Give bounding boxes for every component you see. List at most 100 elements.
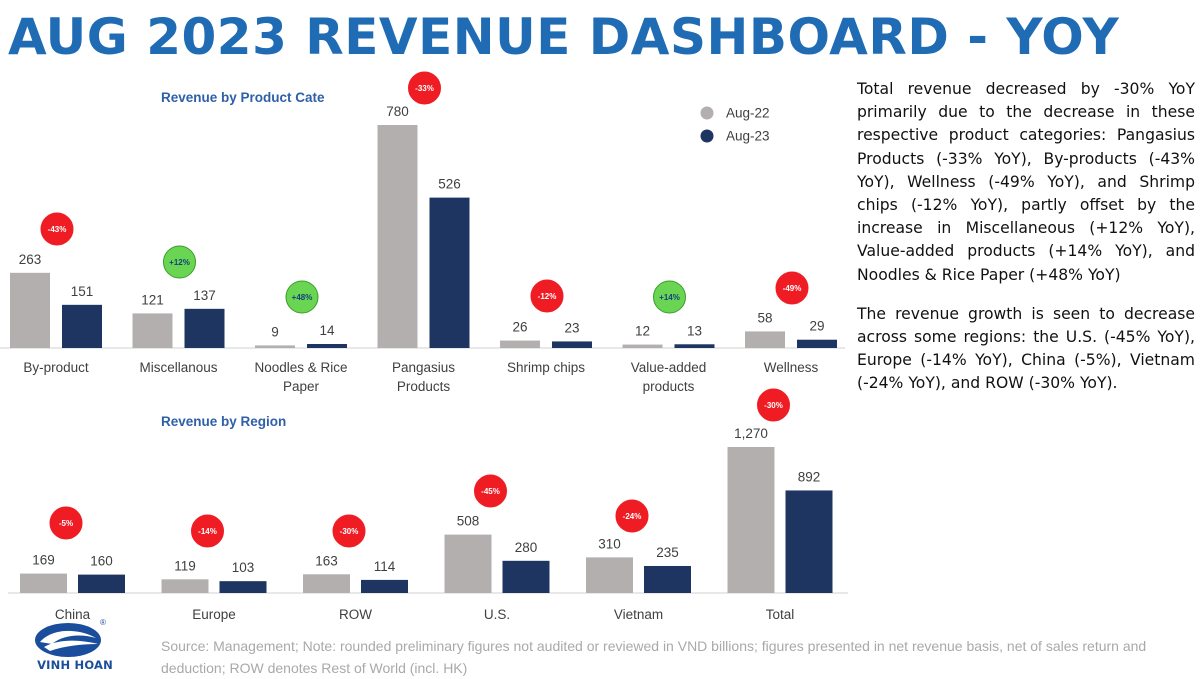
data-label-aug-22-u-s: 508 <box>457 514 480 529</box>
bar-aug-22-row <box>303 574 350 593</box>
bar-aug-23-europe <box>219 581 267 593</box>
bar-aug-23-wellness <box>797 339 837 348</box>
category-label-u-s: U.S. <box>484 607 510 622</box>
legend-label-aug-22: Aug-22 <box>726 106 770 121</box>
growth-badge-by-product <box>40 212 74 246</box>
data-label-aug-23-vietnam: 235 <box>656 545 679 560</box>
bar-aug-22-value-added-products <box>622 344 663 348</box>
category-label-shrimp-chips: Shrimp chips <box>507 360 585 375</box>
data-label-aug-23-by-product: 151 <box>71 284 94 299</box>
bar-aug-22-u-s <box>444 534 492 593</box>
data-label-aug-23-total: 892 <box>798 469 821 484</box>
growth-badge-label-shrimp-chips: -12% <box>538 292 557 301</box>
fish-logo-icon <box>35 623 101 657</box>
growth-badge-value-added-products <box>653 280 686 314</box>
logo-wordmark: VINH HOAN <box>37 658 113 672</box>
category-label-total: Total <box>766 607 795 622</box>
growth-badge-total <box>757 388 790 422</box>
bar-aug-23-vietnam <box>644 565 691 593</box>
bar-aug-23-noodles-rice-paper <box>307 343 347 348</box>
bar-aug-22-miscellanous <box>132 313 173 348</box>
category-label-wellness: Wellness <box>764 360 819 375</box>
bar-aug-23-china <box>78 574 125 593</box>
bar-aug-23-by-product <box>62 304 102 348</box>
bar-aug-22-shrimp-chips <box>500 340 540 348</box>
bar-aug-22-europe <box>161 579 209 593</box>
data-label-aug-23-miscellanous: 137 <box>193 288 216 303</box>
category-label-row: ROW <box>339 607 372 622</box>
data-label-aug-22-row: 163 <box>315 553 338 568</box>
growth-badge-china <box>49 506 83 540</box>
bar-aug-22-wellness <box>745 331 785 348</box>
bar-aug-22-noodles-rice-paper <box>255 345 295 348</box>
growth-badge-label-by-product: -43% <box>48 225 67 234</box>
growth-badge-pangasius-products <box>408 71 441 105</box>
footnote: Source: Management; Note: rounded prelim… <box>161 638 1147 676</box>
bar-aug-22-by-product <box>10 272 50 348</box>
page-title: AUG 2023 REVENUE DASHBOARD - YOY <box>8 8 1120 66</box>
commentary-panel: Total revenue decreased by -30% YoY prim… <box>857 78 1195 412</box>
category-label-noodles-rice-paper: Noodles & Rice Paper <box>254 360 347 394</box>
bar-aug-22-total <box>727 447 775 593</box>
data-label-aug-23-u-s: 280 <box>515 540 538 555</box>
data-label-aug-22-by-product: 263 <box>19 252 42 267</box>
commentary-paragraph-products: Total revenue decreased by -30% YoY prim… <box>857 80 1195 284</box>
growth-badge-vietnam <box>615 499 649 533</box>
bar-aug-23-row <box>361 579 408 593</box>
bar-aug-23-miscellanous <box>184 308 225 348</box>
category-label-by-product: By-product <box>23 360 89 375</box>
data-label-aug-23-pangasius-products: 526 <box>438 177 461 192</box>
legend-label-aug-23: Aug-23 <box>726 129 770 144</box>
growth-badge-europe <box>191 514 224 548</box>
growth-badge-label-vietnam: -24% <box>623 512 642 521</box>
growth-badge-wellness <box>775 271 809 305</box>
data-label-aug-22-vietnam: 310 <box>598 536 621 551</box>
growth-badge-label-miscellanous: +12% <box>169 258 190 267</box>
growth-badge-miscellanous <box>163 245 196 279</box>
growth-badge-label-europe: -14% <box>198 527 217 536</box>
category-label-europe: Europe <box>192 607 236 622</box>
bar-aug-23-u-s <box>502 560 550 593</box>
growth-badge-u-s <box>474 474 507 508</box>
data-label-aug-23-shrimp-chips: 23 <box>564 320 579 335</box>
bar-aug-22-pangasius-products <box>377 125 418 348</box>
growth-badge-label-row: -30% <box>340 527 359 536</box>
bar-aug-22-china <box>20 573 67 593</box>
bar-aug-23-value-added-products <box>674 344 715 348</box>
growth-badge-label-total: -30% <box>764 401 783 410</box>
data-label-aug-23-value-added-products: 13 <box>687 323 702 338</box>
data-label-aug-22-china: 169 <box>32 553 55 568</box>
growth-badge-noodles-rice-paper <box>285 280 319 314</box>
data-label-aug-23-wellness: 29 <box>809 319 824 334</box>
category-label-pangasius-products: Pangasius Products <box>392 360 455 394</box>
data-label-aug-22-shrimp-chips: 26 <box>512 320 527 335</box>
growth-badge-row <box>332 514 366 548</box>
growth-badge-label-wellness: -49% <box>783 284 802 293</box>
growth-badge-label-china: -5% <box>59 519 73 528</box>
data-label-aug-23-china: 160 <box>90 554 113 569</box>
growth-badge-label-noodles-rice-paper: +48% <box>292 293 313 302</box>
data-label-aug-22-pangasius-products: 780 <box>386 104 409 119</box>
chart-title: Revenue by Region <box>161 414 286 429</box>
category-label-value-added-products: Value-added products <box>631 360 707 394</box>
category-label-miscellanous: Miscellanous <box>139 360 217 375</box>
company-logo: ® VINH HOAN <box>30 618 120 672</box>
logo-registered-mark: ® <box>100 618 106 627</box>
data-label-aug-22-value-added-products: 12 <box>635 324 650 339</box>
data-label-aug-22-miscellanous: 121 <box>141 292 164 307</box>
commentary-paragraph-regions: The revenue growth is seen to decrease a… <box>857 304 1195 393</box>
data-label-aug-22-europe: 119 <box>174 558 196 573</box>
data-label-aug-23-europe: 103 <box>232 560 255 575</box>
growth-badge-label-u-s: -45% <box>481 487 500 496</box>
data-label-aug-22-wellness: 58 <box>757 310 772 325</box>
chart-title: Revenue by Product Cate <box>161 90 325 105</box>
data-label-aug-22-total: 1,270 <box>734 426 768 441</box>
bar-aug-23-shrimp-chips <box>552 341 592 348</box>
growth-badge-label-pangasius-products: -33% <box>415 84 434 93</box>
bar-aug-22-vietnam <box>586 557 633 593</box>
data-label-aug-23-noodles-rice-paper: 14 <box>319 323 335 338</box>
legend-marker-aug-22 <box>700 106 714 120</box>
growth-badge-label-value-added-products: +14% <box>659 293 680 302</box>
legend-marker-aug-23 <box>700 129 714 143</box>
